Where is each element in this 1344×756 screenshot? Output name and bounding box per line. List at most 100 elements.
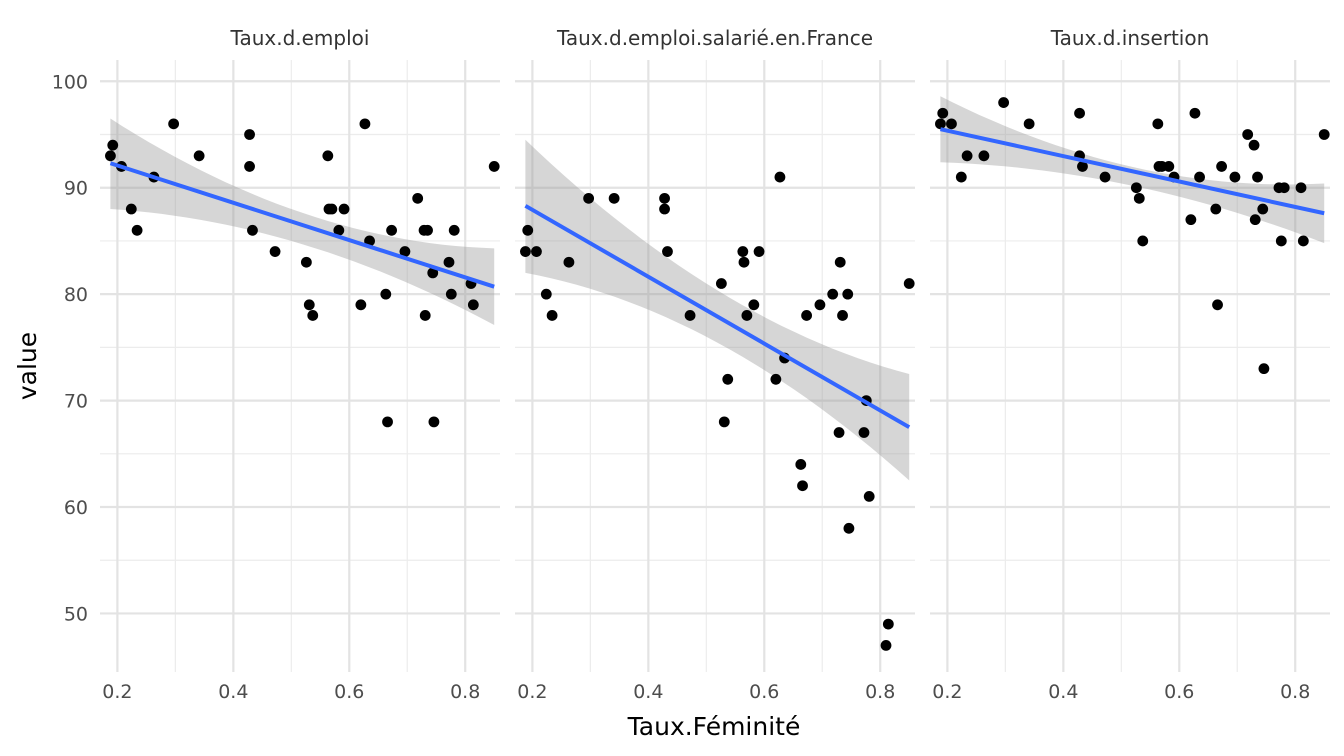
data-point bbox=[1099, 171, 1111, 183]
data-point bbox=[380, 288, 392, 300]
data-point bbox=[419, 310, 431, 321]
data-point bbox=[1295, 182, 1307, 194]
data-point bbox=[935, 118, 946, 130]
data-point bbox=[722, 373, 734, 385]
data-point bbox=[978, 150, 990, 162]
y-axis-title: value bbox=[13, 332, 42, 400]
data-point bbox=[326, 203, 338, 215]
data-point bbox=[1185, 214, 1197, 226]
data-point bbox=[795, 459, 807, 470]
data-point bbox=[338, 203, 350, 215]
data-point bbox=[1077, 161, 1088, 172]
data-point bbox=[522, 224, 534, 236]
data-point bbox=[843, 522, 855, 534]
data-point bbox=[269, 246, 281, 257]
data-point bbox=[684, 310, 696, 321]
data-point bbox=[1210, 203, 1222, 215]
data-point bbox=[467, 299, 479, 311]
data-point bbox=[1242, 129, 1254, 140]
x-tick-label: 0.6 bbox=[334, 681, 364, 703]
data-point bbox=[748, 299, 760, 311]
data-point bbox=[797, 480, 808, 492]
data-point bbox=[837, 310, 848, 321]
data-point bbox=[125, 203, 137, 215]
data-point bbox=[774, 171, 786, 183]
data-point bbox=[814, 299, 826, 311]
facet-panel-3: Taux.d.insertion 0.2 0.4 0.6 0.8 bbox=[930, 26, 1330, 703]
x-tick-label: 0.8 bbox=[865, 681, 895, 703]
data-point bbox=[307, 310, 319, 321]
data-point bbox=[961, 150, 973, 162]
data-point bbox=[659, 192, 670, 204]
regression-line bbox=[109, 161, 495, 289]
data-point bbox=[359, 118, 371, 130]
data-point bbox=[355, 299, 367, 311]
x-tick-label: 0.2 bbox=[517, 681, 547, 703]
data-point bbox=[863, 490, 875, 502]
panel-title: Taux.d.insertion bbox=[1050, 26, 1210, 50]
y-tick-label: 90 bbox=[64, 178, 88, 200]
regression-line bbox=[940, 127, 1325, 216]
data-point bbox=[1074, 107, 1085, 119]
y-axis-ticks: 50 60 70 80 90 100 bbox=[52, 71, 88, 625]
data-point bbox=[428, 416, 440, 428]
data-point bbox=[827, 288, 839, 300]
data-point bbox=[1152, 118, 1164, 130]
x-tick-label: 0.8 bbox=[1280, 681, 1310, 703]
facet-panel-1: Taux.d.emploi 0.2 0.4 0.6 0.8 bbox=[100, 26, 500, 703]
data-point bbox=[244, 161, 255, 172]
data-point bbox=[937, 107, 949, 119]
data-point bbox=[738, 256, 750, 268]
data-point bbox=[801, 310, 812, 321]
data-point bbox=[1194, 171, 1205, 183]
data-point bbox=[540, 288, 552, 300]
data-point bbox=[880, 639, 892, 651]
data-point bbox=[998, 97, 1010, 108]
data-point bbox=[718, 416, 730, 428]
x-tick-label: 0.6 bbox=[749, 681, 779, 703]
data-point bbox=[842, 288, 854, 300]
data-point bbox=[858, 427, 870, 438]
data-point bbox=[770, 373, 782, 385]
data-point bbox=[1189, 107, 1201, 119]
data-point bbox=[382, 416, 393, 428]
data-point bbox=[303, 299, 315, 311]
confidence-band bbox=[525, 139, 910, 481]
data-point bbox=[107, 139, 119, 151]
data-point bbox=[1258, 363, 1270, 375]
x-tick-label: 0.2 bbox=[102, 681, 132, 703]
data-point bbox=[386, 224, 397, 236]
data-point bbox=[737, 246, 749, 257]
regression-line bbox=[524, 204, 911, 429]
data-point bbox=[1163, 161, 1175, 172]
chart-panels: Taux.d.emploi 0.2 0.4 0.6 0.8 Taux.d.emploi.s… bbox=[100, 26, 1330, 703]
data-point bbox=[608, 192, 620, 204]
x-tick-label: 0.4 bbox=[1048, 681, 1078, 703]
x-tick-label: 0.8 bbox=[450, 681, 480, 703]
panel-title: Taux.d.emploi.salarié.en.France bbox=[556, 26, 873, 50]
data-point bbox=[412, 192, 424, 204]
y-tick-label: 70 bbox=[64, 391, 88, 413]
data-point bbox=[1297, 235, 1309, 247]
y-tick-label: 60 bbox=[64, 497, 88, 519]
data-point bbox=[1130, 182, 1142, 194]
data-point bbox=[1133, 192, 1145, 204]
data-point bbox=[300, 256, 312, 268]
x-tick-label: 0.4 bbox=[633, 681, 663, 703]
data-point bbox=[244, 129, 255, 140]
data-point bbox=[247, 224, 258, 236]
data-point bbox=[753, 246, 765, 257]
panel-title: Taux.d.emploi bbox=[230, 26, 370, 50]
data-point bbox=[520, 246, 531, 257]
data-point bbox=[946, 118, 957, 130]
data-point bbox=[1278, 182, 1290, 194]
data-point bbox=[1212, 299, 1223, 311]
data-point bbox=[834, 256, 846, 268]
data-point bbox=[563, 256, 575, 268]
data-point bbox=[662, 246, 673, 257]
data-point bbox=[445, 288, 457, 300]
data-point bbox=[833, 427, 845, 438]
data-point bbox=[583, 192, 595, 204]
data-point bbox=[882, 618, 894, 630]
